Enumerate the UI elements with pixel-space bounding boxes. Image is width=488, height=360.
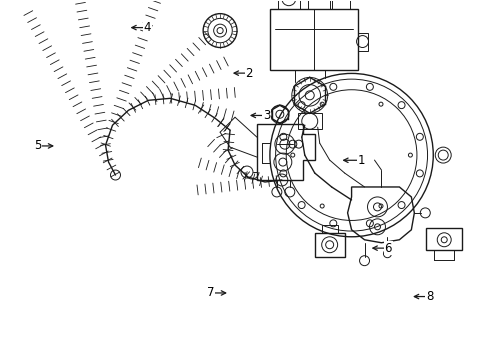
Text: 3: 3 bbox=[262, 109, 269, 122]
Text: 4: 4 bbox=[143, 21, 150, 34]
Text: 7: 7 bbox=[206, 287, 214, 300]
Bar bbox=[269, 9, 357, 71]
Bar bbox=[426, 228, 461, 250]
Text: 2: 2 bbox=[245, 67, 253, 80]
Bar bbox=[357, 32, 367, 50]
Bar bbox=[297, 113, 321, 129]
Bar bbox=[331, 0, 349, 9]
Bar bbox=[314, 233, 344, 257]
Bar bbox=[277, 0, 299, 9]
Text: 1: 1 bbox=[357, 154, 365, 167]
Text: 5: 5 bbox=[34, 139, 41, 152]
Bar bbox=[321, 225, 337, 233]
Bar bbox=[307, 0, 329, 9]
Text: 6: 6 bbox=[384, 242, 391, 255]
Text: 8: 8 bbox=[425, 290, 432, 303]
